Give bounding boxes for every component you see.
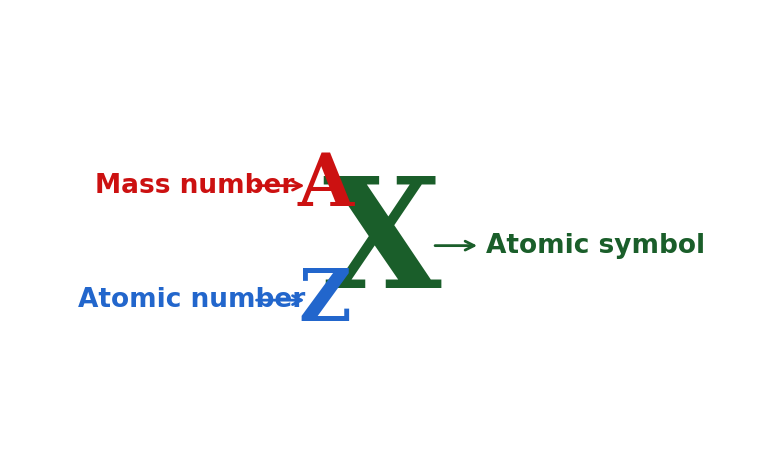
Text: X: X [323, 171, 441, 320]
Text: Atomic symbol: Atomic symbol [486, 233, 705, 259]
Text: Atomic number: Atomic number [78, 287, 305, 313]
Text: A: A [297, 150, 353, 221]
Text: Z: Z [299, 265, 352, 336]
Text: Mass number: Mass number [94, 173, 294, 199]
